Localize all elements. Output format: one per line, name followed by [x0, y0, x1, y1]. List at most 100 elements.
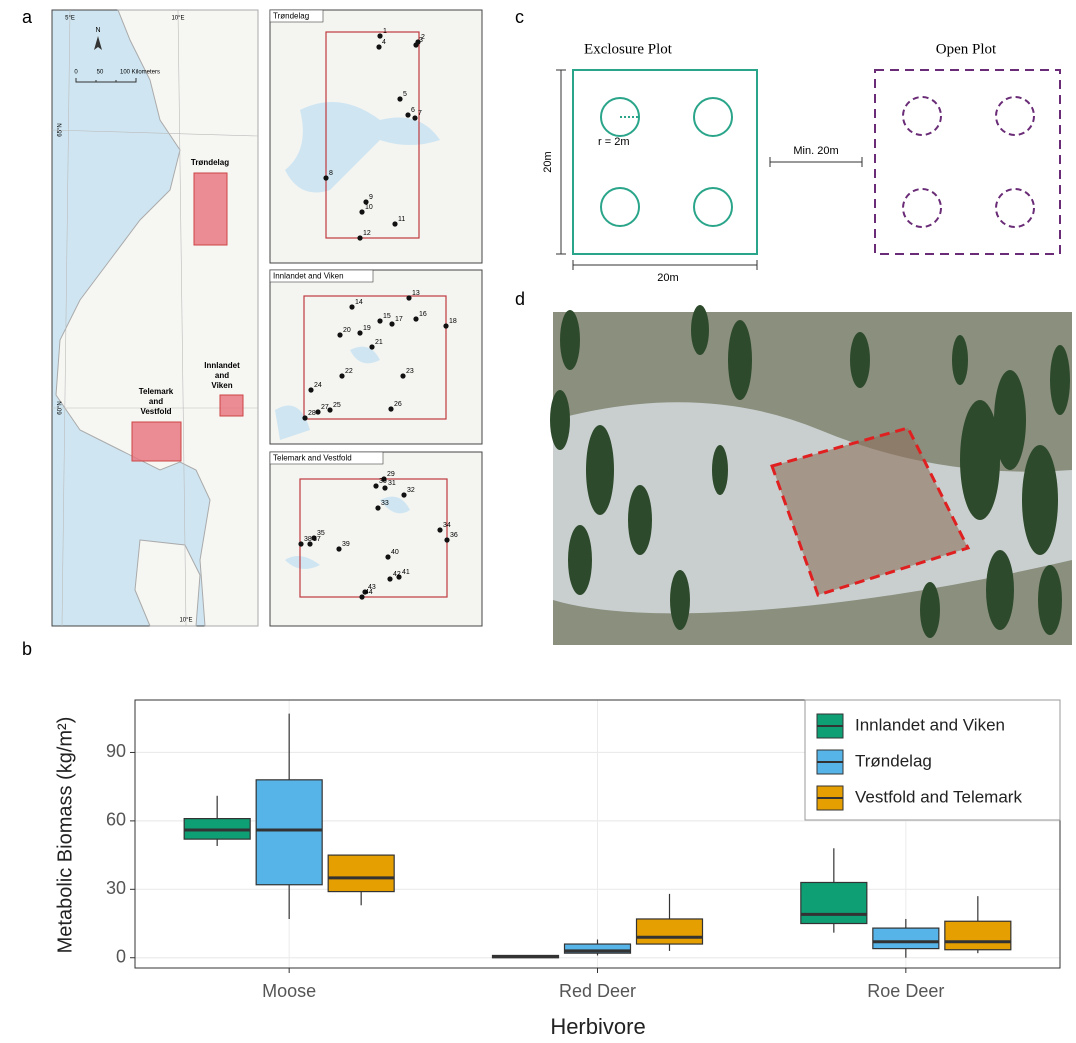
site-label: 15: [383, 313, 391, 320]
tree: [920, 582, 940, 638]
site: [302, 415, 307, 420]
tree: [691, 305, 709, 355]
site: [373, 483, 378, 488]
tree: [1022, 445, 1058, 555]
panel-label: c: [515, 7, 524, 27]
site: [385, 554, 390, 559]
tree: [986, 550, 1014, 630]
site-label: 31: [388, 480, 396, 487]
site-label: 20: [343, 327, 351, 334]
site: [315, 409, 320, 414]
site: [387, 576, 392, 581]
site: [382, 485, 387, 490]
region-label: and: [149, 397, 163, 406]
site-label: 13: [412, 290, 420, 297]
y-tick-label: 0: [116, 946, 126, 966]
north-label: N: [95, 27, 100, 34]
site: [357, 235, 362, 240]
site-label: 37: [313, 536, 321, 543]
tree: [560, 310, 580, 370]
site-label: 27: [321, 404, 329, 411]
site: [388, 406, 393, 411]
inset-title: Trøndelag: [273, 12, 309, 21]
site: [392, 221, 397, 226]
legend-label: Vestfold and Telemark: [855, 787, 1022, 806]
site-label: 9: [369, 194, 373, 201]
scale-label: 100 Kilometers: [120, 70, 160, 76]
site: [349, 304, 354, 309]
site: [339, 373, 344, 378]
site: [369, 344, 374, 349]
region-label: Viken: [211, 381, 232, 390]
box: [256, 780, 322, 885]
site-label: 38: [304, 536, 312, 543]
site-label: 29: [387, 471, 395, 478]
diagram-title: Open Plot: [936, 41, 997, 57]
y-tick-label: 60: [106, 810, 126, 830]
box: [945, 921, 1011, 950]
y-tick-label: 30: [106, 878, 126, 898]
region-label: Vestfold: [140, 407, 171, 416]
study-region: [132, 422, 181, 461]
site: [323, 175, 328, 180]
main-map: 5°E 10°E 10°E 65°N 60°N N 0 50 100 Kilom…: [52, 10, 258, 626]
box: [801, 882, 867, 923]
inset-title: Innlandet and Viken: [273, 272, 344, 281]
site: [357, 330, 362, 335]
inset-maps: Trøndelag123456789101112Innlandet and Vi…: [270, 10, 482, 626]
site-label: 39: [342, 541, 350, 548]
site-label: 11: [398, 216, 405, 223]
region-label: Innlandet: [204, 361, 240, 370]
site-label: 6: [411, 107, 415, 114]
lon-label: 5°E: [65, 16, 75, 22]
distance-label: Min. 20m: [793, 145, 838, 157]
site-label: 5: [403, 91, 407, 98]
site: [298, 541, 303, 546]
site: [337, 332, 342, 337]
site-label: 19: [363, 325, 371, 332]
diagram-title: Exclosure Plot: [584, 41, 673, 57]
site: [405, 112, 410, 117]
site: [377, 318, 382, 323]
x-tick-label: Red Deer: [559, 981, 636, 1001]
site-label: 34: [443, 522, 451, 529]
site: [308, 387, 313, 392]
tree: [550, 390, 570, 450]
inset-frame: [270, 452, 482, 626]
site-label: 10: [365, 204, 373, 211]
site: [375, 505, 380, 510]
radius-label: r = 2m: [598, 136, 629, 148]
site-label: 3: [419, 37, 423, 44]
y-tick-label: 90: [106, 741, 126, 761]
site-label: 28: [308, 410, 316, 417]
region-label: Telemark: [139, 387, 174, 396]
lon-label: 10°E: [171, 16, 184, 22]
site: [413, 42, 418, 47]
study-region: [220, 395, 243, 416]
site-label: 32: [407, 487, 415, 494]
site: [359, 594, 364, 599]
x-tick-label: Roe Deer: [867, 981, 944, 1001]
site: [336, 546, 341, 551]
tree: [960, 400, 1000, 520]
site: [359, 209, 364, 214]
site: [406, 295, 411, 300]
site-label: 18: [449, 318, 457, 325]
tree: [850, 332, 870, 388]
site-label: 21: [375, 339, 383, 346]
lat-label: 60°N: [58, 401, 64, 414]
site: [413, 316, 418, 321]
site: [401, 492, 406, 497]
site-label: 24: [314, 382, 322, 389]
site: [412, 115, 417, 120]
site-label: 44: [365, 589, 373, 596]
tree: [1038, 565, 1062, 635]
panel-label: b: [22, 639, 32, 659]
site-label: 40: [391, 549, 399, 556]
tree: [670, 570, 690, 630]
site-label: 41: [402, 569, 410, 576]
y-axis-label: Metabolic Biomass (kg/m²): [54, 717, 76, 954]
site-label: 22: [345, 368, 353, 375]
site: [400, 373, 405, 378]
tree: [712, 445, 728, 495]
